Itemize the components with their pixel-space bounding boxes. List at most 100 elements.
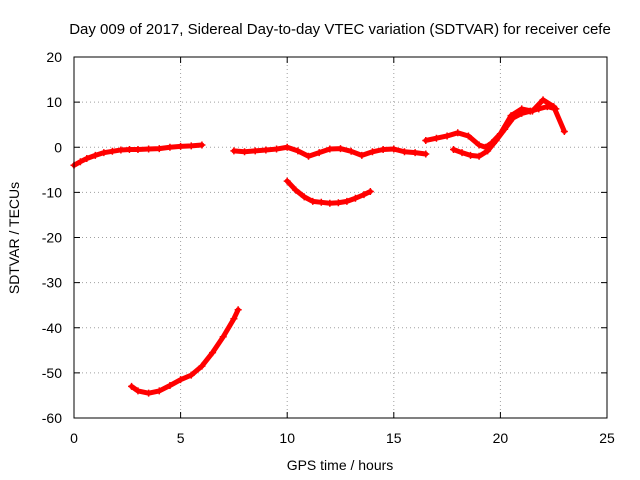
x-tick-label: 25 (599, 430, 615, 446)
data-point (145, 389, 153, 397)
y-tick-label: -10 (42, 184, 62, 200)
data-point (543, 103, 551, 111)
data-point (219, 333, 227, 341)
data-point (509, 114, 517, 122)
y-tick-label: -50 (42, 365, 62, 381)
data-point (125, 146, 133, 154)
data-point (300, 193, 308, 201)
data-point (351, 194, 359, 202)
data-point (145, 145, 153, 153)
data-point (283, 177, 291, 185)
series-trace (129, 307, 241, 396)
data-point (241, 148, 249, 156)
data-point (347, 147, 355, 155)
data-point (292, 186, 300, 194)
data-point (337, 145, 344, 153)
data-point (518, 109, 526, 117)
data-point (177, 142, 185, 150)
data-point (501, 125, 509, 133)
data-point (449, 146, 457, 154)
data-point (475, 141, 483, 149)
data-point (422, 150, 430, 158)
series-arc-3 (283, 177, 374, 207)
data-point (262, 146, 270, 154)
x-tick-label: 0 (70, 430, 78, 446)
data-point (464, 132, 472, 140)
data-point (91, 151, 99, 159)
data-point (360, 191, 368, 199)
data-point (134, 387, 142, 395)
data-point (458, 149, 466, 157)
data-point (366, 187, 374, 195)
chart-title: Day 009 of 2017, Sidereal Day-to-day VTE… (69, 21, 611, 38)
data-point (166, 143, 174, 151)
series-arc-6 (449, 103, 560, 160)
data-point (475, 152, 483, 160)
y-tick-label: 20 (46, 49, 62, 65)
data-point (390, 145, 398, 153)
data-point (177, 376, 185, 384)
series-trace (284, 178, 373, 206)
data-point (334, 199, 342, 207)
data-point (432, 134, 440, 142)
data-point (560, 127, 568, 135)
series-arc-1 (70, 141, 206, 169)
data-point (358, 151, 366, 159)
series-arc-4 (128, 306, 242, 397)
data-point (166, 382, 174, 390)
data-point (273, 145, 281, 153)
data-point (400, 148, 408, 156)
data-point (117, 146, 125, 154)
data-point (305, 152, 313, 160)
data-point (526, 107, 534, 115)
data-point (326, 199, 334, 207)
data-point (230, 315, 238, 323)
data-point (368, 148, 376, 156)
y-tick-label: 0 (54, 139, 62, 155)
data-point (283, 143, 291, 151)
x-tick-label: 10 (279, 430, 295, 446)
data-point (552, 105, 560, 113)
y-tick-label: -60 (42, 410, 62, 426)
y-tick-label: -30 (42, 275, 62, 291)
data-point (454, 129, 462, 137)
x-axis-label: GPS time / hours (287, 457, 394, 473)
data-point (187, 142, 195, 150)
series-layer (70, 96, 568, 397)
series-arc-2 (230, 143, 430, 160)
y-tick-label: 10 (46, 94, 62, 110)
data-point (315, 149, 323, 157)
data-point (326, 145, 334, 153)
data-point (155, 387, 163, 395)
data-point (187, 371, 195, 379)
y-tick-label: -40 (42, 320, 62, 336)
data-point (198, 141, 206, 149)
data-point (343, 197, 351, 205)
data-point (108, 147, 116, 155)
data-point (422, 136, 430, 144)
data-point (251, 147, 259, 155)
data-point (535, 105, 543, 113)
data-point (411, 149, 419, 157)
y-tick-label: -20 (42, 230, 62, 246)
data-point (198, 362, 206, 370)
x-tick-label: 5 (177, 430, 185, 446)
data-point (484, 147, 492, 155)
x-tick-label: 15 (386, 430, 402, 446)
data-point (155, 145, 163, 153)
data-point (317, 198, 325, 206)
data-point (294, 147, 302, 155)
grid (74, 57, 607, 418)
data-point (230, 147, 238, 155)
x-tick-labels: 0 5 10 15 20 25 (70, 430, 615, 446)
x-tick-label: 20 (493, 430, 509, 446)
y-axis-label: SDTVAR / TECUs (6, 182, 22, 294)
data-point (234, 306, 242, 314)
data-point (492, 136, 500, 144)
data-point (100, 149, 108, 157)
data-point (128, 382, 136, 390)
data-point (539, 96, 547, 104)
data-point (309, 197, 317, 205)
data-point (134, 146, 142, 154)
